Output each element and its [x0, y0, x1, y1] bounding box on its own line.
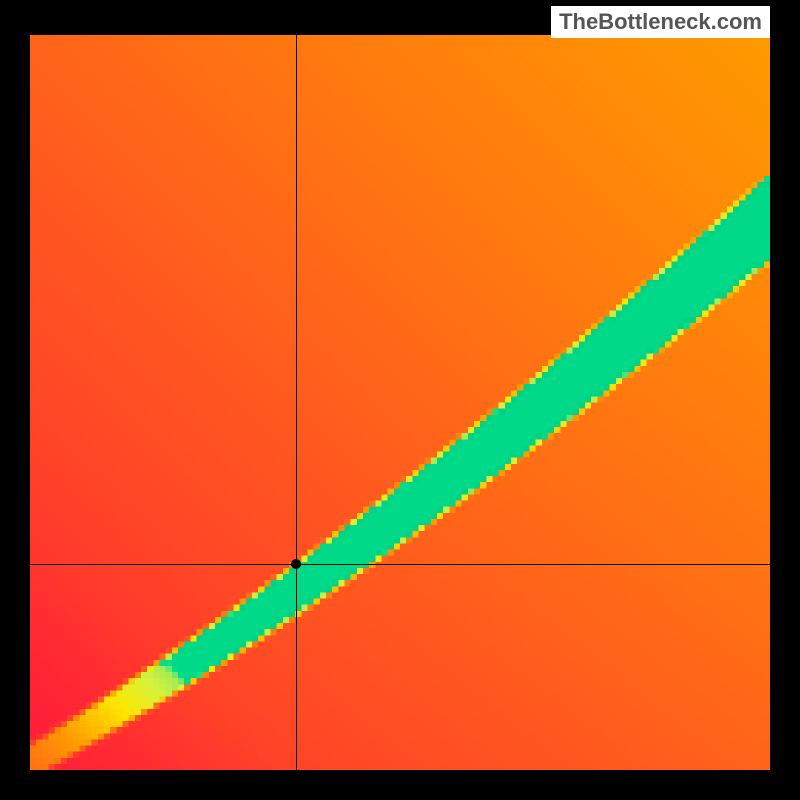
crosshair-point: [291, 559, 301, 569]
chart-outer: TheBottleneck.com: [0, 0, 800, 800]
plot-area: [30, 35, 770, 770]
crosshair-vertical: [296, 35, 297, 770]
watermark-text: TheBottleneck.com: [551, 6, 770, 38]
crosshair-horizontal: [30, 564, 770, 565]
heatmap-canvas: [30, 35, 770, 770]
